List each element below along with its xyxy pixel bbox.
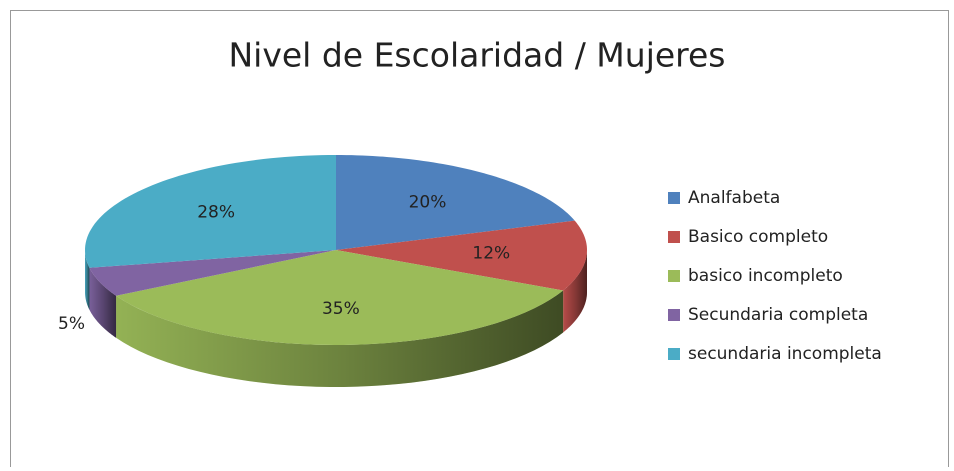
data-labels: 20% 12% 35% 5% 28% — [58, 192, 510, 333]
slice-side — [116, 290, 564, 387]
slice-side-shade — [85, 250, 90, 310]
slice-side — [85, 250, 90, 310]
legend-label: Secundaria completa — [688, 305, 868, 325]
slice — [336, 155, 575, 250]
pie-tops — [85, 155, 587, 345]
slice-side-shade — [563, 250, 587, 333]
data-label: 35% — [322, 299, 360, 319]
data-label: 12% — [472, 244, 510, 264]
slice-side-shade — [116, 290, 564, 387]
legend: Analfabeta Basico completo basico incomple… — [668, 188, 882, 364]
legend-swatch — [668, 348, 680, 360]
pie-sides — [85, 250, 587, 387]
legend-label: Analfabeta — [688, 188, 780, 208]
legend-label: Basico completo — [688, 227, 828, 247]
slice-side — [563, 250, 587, 333]
slice-side — [89, 267, 117, 338]
legend-swatch — [668, 231, 680, 243]
slice — [89, 250, 337, 296]
slice-side-shade — [89, 267, 117, 338]
legend-swatch — [668, 192, 680, 204]
slice — [85, 155, 336, 268]
legend-label: secundaria incompleta — [688, 344, 882, 364]
legend-swatch — [668, 270, 680, 282]
data-label: 28% — [197, 202, 235, 222]
slice — [116, 250, 564, 345]
data-label: 20% — [409, 192, 447, 212]
legend-swatch — [668, 309, 680, 321]
data-label: 5% — [58, 314, 85, 334]
slice — [336, 220, 587, 291]
legend-label: basico incompleto — [688, 266, 843, 286]
chart-title: Nivel de Escolaridad / Mujeres — [229, 36, 726, 75]
